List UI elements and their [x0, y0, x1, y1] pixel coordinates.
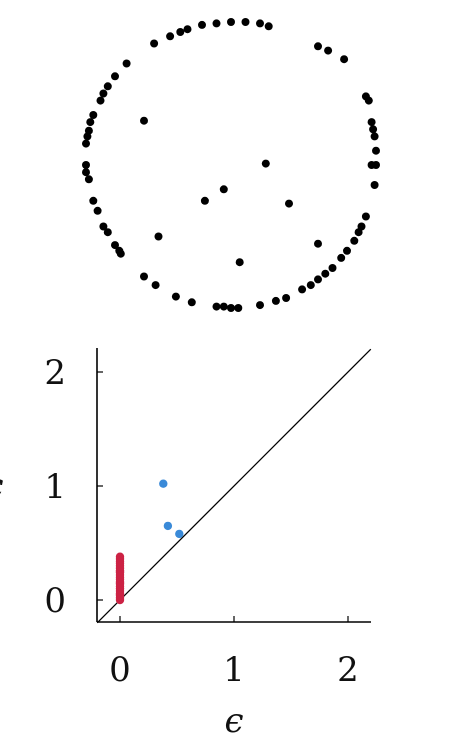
cloud-point	[306, 281, 315, 290]
persistence-diagram: 0 0 1 1 2 2 ϵ ϵ	[0, 348, 372, 741]
cloud-point	[103, 228, 112, 237]
cloud-point	[200, 196, 209, 205]
y-axis-label: ϵ	[0, 466, 4, 506]
cloud-point	[212, 302, 221, 311]
cloud-point	[96, 96, 105, 105]
diagram-point-blue	[175, 529, 184, 539]
cloud-point	[111, 241, 119, 250]
cloud-point	[314, 239, 322, 248]
cloud-point	[171, 292, 180, 301]
cloud-point	[187, 298, 196, 307]
cloud-point	[361, 92, 370, 101]
cloud-point	[116, 249, 125, 258]
point-cloud-plot	[82, 18, 380, 312]
cloud-point	[227, 304, 235, 312]
cloud-point	[350, 236, 359, 245]
diagram-point-blue	[159, 479, 168, 488]
cloud-point	[111, 72, 119, 81]
cloud-point	[314, 42, 322, 51]
cloud-point	[264, 22, 273, 31]
cloud-point	[337, 253, 346, 262]
cloud-point	[369, 125, 378, 134]
x-axis-label: ϵ	[224, 701, 243, 741]
tick-group: 0 0 1 1 2 2	[44, 353, 358, 690]
cloud-point	[235, 258, 244, 267]
cloud-point	[103, 82, 112, 91]
cloud-point	[343, 246, 351, 255]
cloud-point	[370, 181, 379, 189]
cloud-point	[298, 285, 307, 294]
cloud-point	[198, 20, 206, 29]
cloud-point	[282, 294, 291, 302]
cloud-point	[212, 19, 221, 28]
cloud-point	[219, 302, 228, 311]
cloud-point	[340, 55, 349, 64]
cloud-point	[367, 118, 376, 127]
cloud-point	[256, 19, 264, 28]
cloud-point	[261, 159, 270, 168]
cloud-point	[140, 116, 148, 125]
cloud-point	[93, 206, 102, 215]
cloud-point	[372, 146, 380, 155]
cloud-point	[361, 212, 370, 221]
x-tick-label: 0	[109, 650, 131, 690]
diagram-point-red	[115, 552, 125, 561]
cloud-point	[256, 301, 264, 310]
diagram-points	[115, 479, 184, 605]
cloud-point	[99, 222, 108, 231]
cloud-point	[140, 272, 148, 281]
cloud-point	[367, 161, 376, 169]
cloud-point	[176, 28, 185, 36]
cloud-point	[82, 139, 90, 148]
cloud-point	[328, 264, 337, 272]
cloud-point	[321, 269, 330, 278]
cloud-point	[83, 132, 92, 141]
cloud-point	[241, 18, 250, 26]
diagram-point-red	[115, 578, 125, 588]
cloud-point	[219, 185, 228, 194]
cloud-point	[166, 32, 175, 41]
x-tick-label: 1	[223, 650, 245, 690]
cloud-point	[357, 222, 366, 231]
diagram-point-red	[115, 590, 125, 599]
cloud-point	[183, 25, 192, 34]
diagonal-line	[96, 348, 372, 624]
cloud-point	[271, 296, 280, 305]
cloud-point	[150, 39, 159, 48]
y-tick-label: 2	[44, 353, 66, 393]
cloud-point	[89, 111, 98, 119]
cloud-point	[82, 161, 90, 169]
diagram-point-red	[115, 567, 125, 576]
cloud-point	[151, 281, 160, 290]
cloud-point	[122, 59, 131, 68]
cloud-point	[86, 118, 95, 127]
cloud-point	[84, 175, 93, 184]
cloud-point	[227, 18, 235, 26]
cloud-point	[154, 232, 163, 241]
cloud-point	[89, 196, 98, 205]
y-tick-label: 0	[44, 581, 66, 621]
cloud-point	[285, 199, 293, 208]
cloud-point	[82, 168, 90, 177]
cloud-point	[314, 275, 322, 284]
cloud-point	[99, 89, 108, 98]
x-tick-label: 2	[337, 650, 359, 690]
cloud-point	[234, 304, 243, 312]
diagram-point-blue	[163, 521, 173, 531]
y-tick-label: 1	[44, 467, 66, 507]
cloud-point	[370, 132, 379, 141]
cloud-point	[324, 46, 333, 55]
